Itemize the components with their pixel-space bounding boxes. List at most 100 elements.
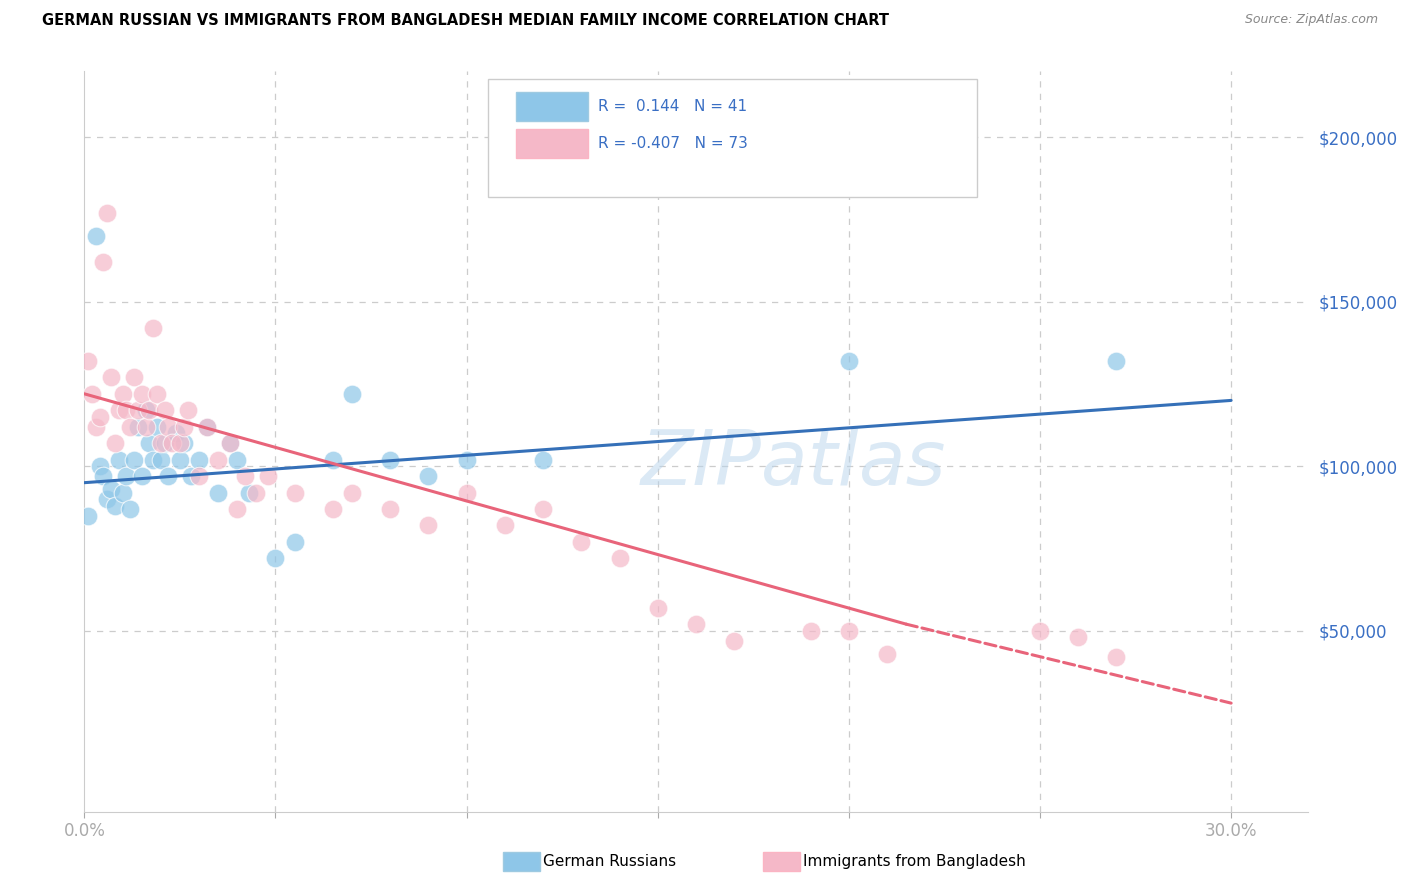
Point — [127, 419, 149, 434]
Point — [107, 403, 129, 417]
Point — [104, 499, 127, 513]
Point — [218, 436, 240, 450]
Point — [149, 436, 172, 450]
Text: GERMAN RUSSIAN VS IMMIGRANTS FROM BANGLADESH MEDIAN FAMILY INCOME CORRELATION CH: GERMAN RUSSIAN VS IMMIGRANTS FROM BANGLA… — [42, 13, 889, 29]
Point — [340, 485, 363, 500]
Text: R =  0.144   N = 41: R = 0.144 N = 41 — [598, 99, 747, 114]
Point — [418, 469, 440, 483]
Point — [456, 452, 478, 467]
Point — [165, 426, 187, 441]
Point — [418, 518, 440, 533]
Point — [142, 321, 165, 335]
Point — [233, 469, 256, 483]
Point — [111, 387, 134, 401]
Point — [153, 436, 176, 450]
Point — [188, 469, 211, 483]
Point — [111, 485, 134, 500]
Point — [456, 485, 478, 500]
Text: R = -0.407   N = 73: R = -0.407 N = 73 — [598, 136, 748, 152]
Point — [146, 387, 169, 401]
Point — [180, 469, 202, 483]
Point — [173, 419, 195, 434]
Point — [138, 403, 160, 417]
Point — [207, 485, 229, 500]
FancyBboxPatch shape — [516, 129, 588, 158]
Point — [195, 419, 218, 434]
Point — [723, 633, 745, 648]
Point — [77, 354, 100, 368]
Point — [494, 518, 516, 533]
Point — [218, 436, 240, 450]
Point — [1067, 630, 1090, 644]
Point — [380, 502, 402, 516]
FancyBboxPatch shape — [516, 92, 588, 121]
Point — [284, 535, 307, 549]
Point — [162, 436, 184, 450]
Point — [157, 469, 180, 483]
Point — [188, 452, 211, 467]
Point — [80, 387, 103, 401]
Point — [115, 403, 138, 417]
Point — [169, 452, 191, 467]
Point — [115, 469, 138, 483]
Point — [838, 354, 860, 368]
Point — [84, 419, 107, 434]
Point — [1105, 650, 1128, 665]
Point — [157, 419, 180, 434]
Point — [84, 228, 107, 243]
Point — [531, 502, 554, 516]
Point — [838, 624, 860, 638]
Point — [146, 419, 169, 434]
Point — [131, 469, 153, 483]
Point — [100, 482, 122, 496]
Point — [89, 459, 111, 474]
Point — [149, 452, 172, 467]
Point — [131, 387, 153, 401]
Point — [207, 452, 229, 467]
Point — [685, 617, 707, 632]
Point — [264, 551, 287, 566]
Point — [322, 452, 344, 467]
Point — [322, 502, 344, 516]
Point — [135, 419, 157, 434]
Point — [104, 436, 127, 450]
Text: Immigrants from Bangladesh: Immigrants from Bangladesh — [803, 855, 1025, 869]
Point — [122, 370, 145, 384]
Point — [142, 452, 165, 467]
Point — [226, 452, 249, 467]
Point — [226, 502, 249, 516]
Point — [609, 551, 631, 566]
Point — [120, 419, 142, 434]
Text: Source: ZipAtlas.com: Source: ZipAtlas.com — [1244, 13, 1378, 27]
Point — [800, 624, 823, 638]
Point — [1105, 354, 1128, 368]
Point — [173, 436, 195, 450]
Point — [122, 452, 145, 467]
Point — [569, 535, 592, 549]
Point — [876, 647, 898, 661]
Point — [153, 403, 176, 417]
Point — [531, 452, 554, 467]
Point — [96, 492, 118, 507]
FancyBboxPatch shape — [488, 78, 977, 197]
Point — [340, 387, 363, 401]
Point — [380, 452, 402, 467]
Point — [127, 403, 149, 417]
Point — [245, 485, 267, 500]
Point — [257, 469, 280, 483]
Point — [93, 255, 115, 269]
Point — [135, 403, 157, 417]
Point — [120, 502, 142, 516]
Point — [647, 600, 669, 615]
Point — [100, 370, 122, 384]
Point — [89, 409, 111, 424]
Point — [195, 419, 218, 434]
Point — [238, 485, 260, 500]
Point — [107, 452, 129, 467]
Point — [96, 206, 118, 220]
Text: ZIPatlas: ZIPatlas — [641, 426, 946, 500]
Text: German Russians: German Russians — [543, 855, 676, 869]
Point — [169, 436, 191, 450]
Point — [1029, 624, 1052, 638]
Point — [176, 403, 198, 417]
